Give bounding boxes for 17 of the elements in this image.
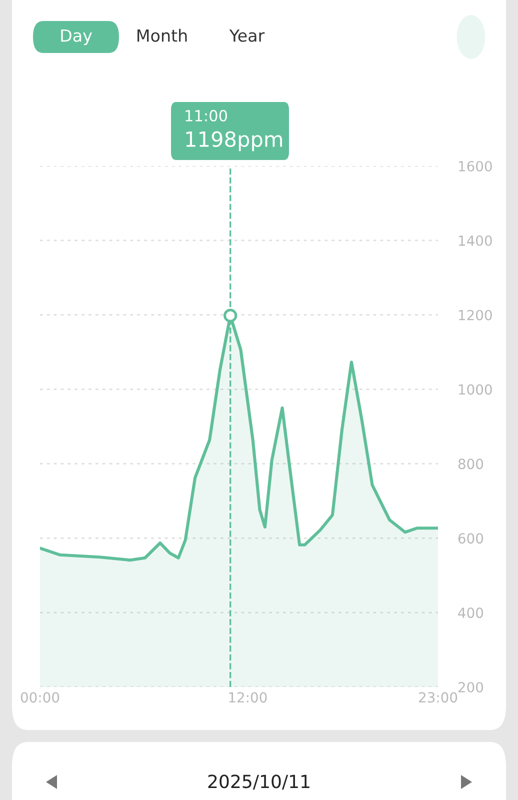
text: 11:00 — [186, 110, 228, 122]
y-tick-label: 1000 — [458, 384, 492, 395]
text: Year — [229, 29, 265, 42]
x-tick-label: 12:00 — [229, 692, 267, 703]
text: Month — [138, 28, 187, 42]
y-tick-label: 400 — [458, 608, 484, 618]
y-tick-label: 1200 — [458, 310, 492, 320]
y-tick-label: 1600 — [458, 160, 492, 172]
y-tick-label: 1400 — [458, 235, 492, 246]
x-tick-label: 23:00 — [419, 692, 458, 703]
text: 1198ppm — [186, 131, 282, 152]
y-tick-label: 200 — [458, 682, 484, 692]
y-tick-label: 600 — [458, 533, 484, 544]
x-tick-label: 00:00 — [20, 692, 60, 703]
y-tick-label: 800 — [458, 458, 484, 470]
text: Day — [61, 29, 92, 46]
text: 2025/10/11 — [208, 774, 310, 790]
